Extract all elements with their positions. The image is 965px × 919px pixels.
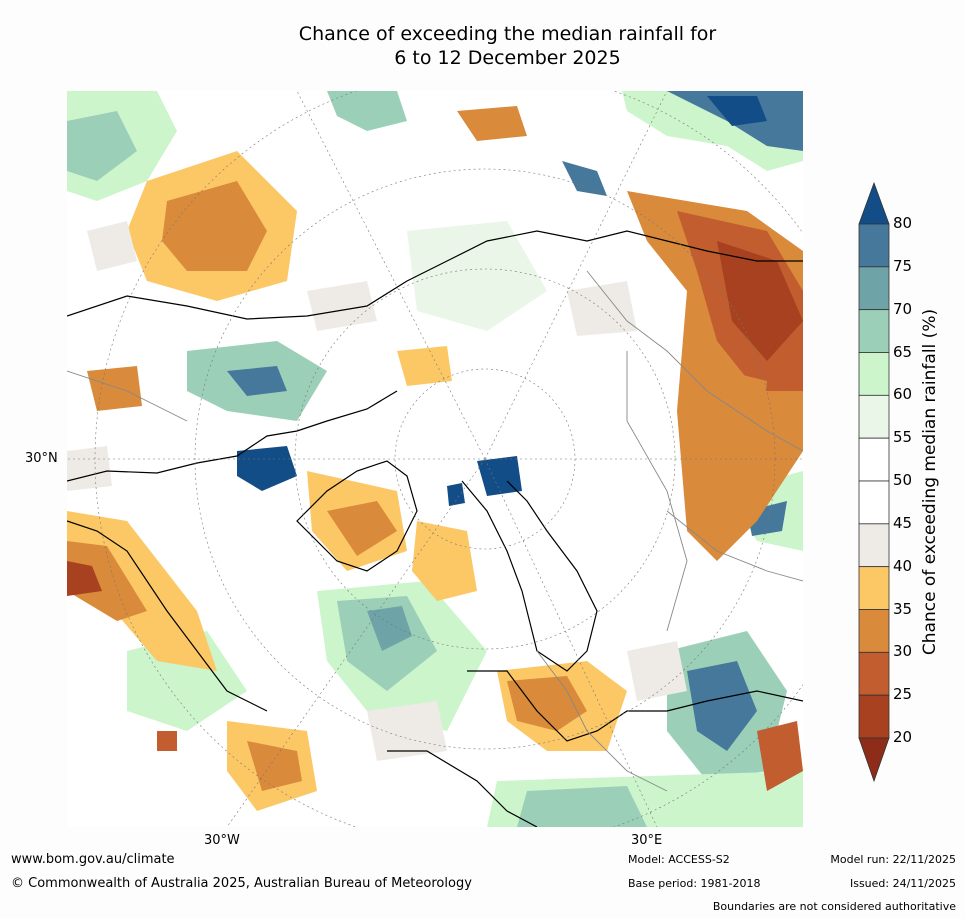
map-svg	[67, 91, 803, 827]
colorbar-arrow-top	[858, 182, 890, 225]
country-borders	[67, 270, 803, 792]
colorbar-block	[858, 309, 890, 353]
longitude-label-30w: 30°W	[204, 833, 240, 848]
colorbar-tick-label: 20	[893, 728, 913, 746]
longitude-label-30e: 30°E	[631, 833, 663, 848]
dry-zones	[67, 106, 803, 811]
colorbar-block	[858, 566, 890, 610]
latitude-label-30n: 30°N	[25, 451, 58, 466]
website-text: www.bom.gov.au/climate	[11, 852, 175, 867]
colorbar-tick-label: 30	[893, 642, 913, 661]
colorbar-tick-label: 45	[893, 513, 913, 532]
map-title: Chance of exceeding the median rainfall …	[0, 22, 965, 70]
colorbar-block	[858, 480, 890, 525]
colorbar-tick-label: 40	[893, 556, 913, 575]
base-period-text: Base period: 1981-2018	[628, 877, 761, 890]
colorbar	[858, 182, 890, 782]
colorbar-tick-label: 75	[893, 256, 913, 275]
colorbar-title: Chance of exceeding median rainfall (%)	[920, 308, 940, 656]
colorbar-arrow-bottom	[858, 737, 890, 782]
colorbar-block	[858, 609, 890, 653]
disclaimer-text: Boundaries are not considered authoritat…	[712, 900, 956, 913]
colorbar-block	[858, 694, 890, 739]
colorbar-block	[858, 651, 890, 696]
model-run-text: Model run: 22/11/2025	[830, 853, 956, 866]
colorbar-tick-label: 65	[893, 342, 913, 361]
colorbar-block	[858, 352, 890, 396]
very-wet-spots	[237, 161, 607, 506]
graticule	[67, 91, 803, 827]
colorbar-tick-label: 80	[893, 214, 913, 232]
colorbar-block	[858, 266, 890, 311]
colorbar-tick-label: 25	[893, 685, 913, 704]
model-text: Model: ACCESS-S2	[628, 853, 730, 866]
colorbar-block	[858, 437, 890, 482]
colorbar-tick-label: 60	[893, 385, 913, 404]
colorbar-tick-label: 70	[893, 299, 913, 318]
colorbar-block	[858, 394, 890, 439]
copyright-text: © Commonwealth of Australia 2025, Austra…	[11, 876, 472, 891]
colorbar-tick-label: 50	[893, 471, 913, 489]
issued-text: Issued: 24/11/2025	[849, 877, 956, 890]
colorbar-block	[858, 223, 890, 268]
colorbar-tick-label: 35	[893, 599, 913, 618]
colorbar-tick-label: 55	[893, 428, 913, 447]
title-line-1: Chance of exceeding the median rainfall …	[298, 23, 717, 45]
colorbar-block	[858, 523, 890, 568]
coastlines	[67, 230, 803, 827]
neutral-zones	[67, 221, 687, 761]
rainfall-map	[67, 91, 803, 827]
title-line-2: 6 to 12 December 2025	[394, 47, 621, 69]
